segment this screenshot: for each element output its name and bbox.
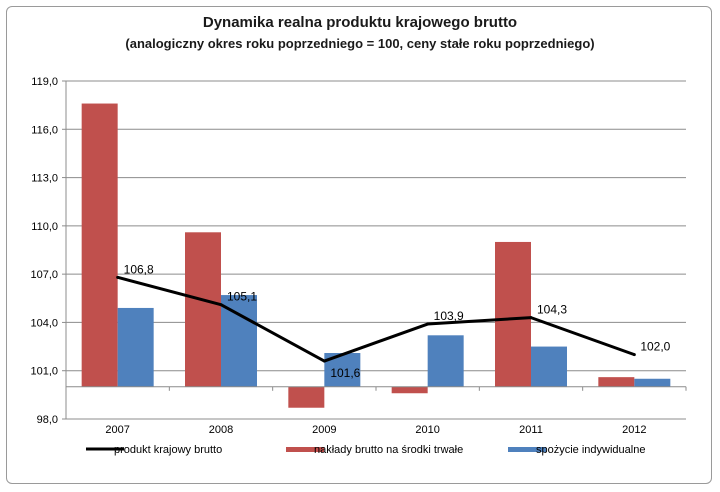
x-tick-label: 2010 (415, 424, 439, 436)
y-tick-label: 107,0 (30, 269, 58, 281)
bar-consumption-2008 (221, 295, 257, 387)
gdp-value-label-2009: 101,6 (330, 366, 360, 380)
axes (62, 80, 687, 420)
gdp-value-label-2010: 103,9 (434, 309, 464, 323)
gridlines (66, 80, 686, 420)
bar-investment-2012 (598, 377, 635, 387)
legend-swatch-bar (286, 447, 324, 452)
y-axis-ticks: 98,0 101,0 104,0 107,0 110,0 113,0 116,0 119,0 (30, 76, 58, 426)
chart-frame (6, 6, 712, 484)
bars (81, 103, 671, 408)
bar-consumption-2007 (117, 307, 154, 387)
gdp-point-2010 (426, 322, 430, 326)
y-tick-label: 119,0 (31, 76, 58, 88)
legend: produkt krajowy brutto nakłady brutto na … (86, 444, 645, 456)
gdp-series-line (117, 275, 635, 363)
bar-consumption-2010 (427, 335, 464, 387)
gdp-value-label-2008: 105,1 (227, 290, 257, 304)
bar-consumption-2012 (634, 378, 671, 387)
gdp-value-label-2012: 102,0 (640, 340, 670, 354)
bar-investment-2010 (391, 386, 428, 394)
bar-investment-2009 (288, 386, 325, 408)
chart-title: Dynamika realna produktu krajowego brutt… (202, 14, 518, 31)
bar-investment-2011 (495, 241, 531, 387)
x-tick-label: 2007 (105, 424, 129, 436)
gdp-point-2008 (219, 303, 223, 307)
gdp-point-2009 (322, 359, 326, 363)
legend-label: spożycie indywidualne (536, 444, 645, 456)
chart-subtitle: (analogiczny okres roku poprzedniego = 1… (125, 36, 595, 51)
legend-label: nakłady brutto na środki trwałe (314, 444, 463, 456)
gdp-value-label-2011: 104,3 (537, 303, 567, 317)
y-tick-label: 116,0 (31, 124, 58, 136)
gdp-point-2012 (632, 353, 636, 357)
legend-swatch-bar (508, 447, 546, 452)
y-tick-label: 98,0 (37, 414, 58, 426)
data-labels: 106,8 105,1 101,6 103,9 104,3 102,0 (124, 262, 671, 380)
gdp-value-label-2007: 106,8 (124, 262, 154, 276)
x-tick-label: 2009 (312, 424, 336, 436)
gdp-point-2011 (529, 316, 533, 320)
y-tick-label: 104,0 (30, 317, 58, 329)
bar-investment-2007 (81, 103, 118, 387)
legend-label: produkt krajowy brutto (114, 444, 222, 456)
x-tick-label: 2008 (209, 424, 233, 436)
x-axis-ticks: 2007 2008 2009 2010 2011 2012 (105, 424, 646, 436)
bar-consumption-2011 (531, 346, 567, 387)
gdp-line (116, 275, 636, 363)
y-tick-label: 101,0 (30, 366, 58, 378)
y-tick-label: 113,0 (31, 173, 58, 185)
x-tick-label: 2012 (622, 424, 646, 436)
x-tick-label: 2011 (519, 424, 543, 436)
y-tick-label: 110,0 (31, 221, 58, 233)
gdp-point-2007 (116, 275, 120, 279)
bar-investment-2008 (185, 232, 221, 387)
